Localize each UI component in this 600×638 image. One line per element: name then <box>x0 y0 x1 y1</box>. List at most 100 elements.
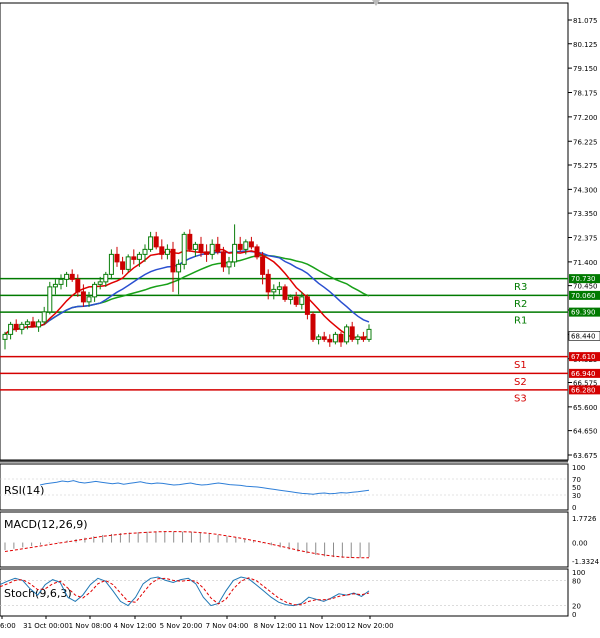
candle-body <box>260 256 266 275</box>
level-tag-value: 66.280 <box>571 386 596 394</box>
stoch-label: Stoch(9,6,3) <box>4 587 72 600</box>
candlesticks <box>2 224 372 350</box>
level-tag-s1 <box>569 352 600 362</box>
candle-body <box>327 338 333 343</box>
candle-body <box>41 311 47 323</box>
candle-body <box>265 273 271 293</box>
candle-body <box>209 243 215 255</box>
candle-body <box>58 278 64 285</box>
price-tick-label: 71.400 <box>573 259 598 267</box>
candle-body <box>103 273 109 283</box>
stoch-tick-label: 100 <box>572 569 585 577</box>
candle-body <box>69 273 75 280</box>
stoch-panel[interactable] <box>0 568 569 617</box>
level-tag-r3 <box>569 274 600 284</box>
time-label: 12 Nov 20:00 <box>346 622 393 630</box>
candle-body <box>204 251 210 255</box>
macd-tick-label: 0.00 <box>572 540 588 548</box>
rsi-tick-label: 50 <box>572 484 581 492</box>
level-tag-value: 70.060 <box>571 292 596 300</box>
candle-body <box>215 243 221 253</box>
level-tag-value: 70.730 <box>571 275 596 283</box>
rsi-tick-label: 100 <box>572 464 585 472</box>
candle-body <box>153 236 159 248</box>
candle-body <box>220 251 226 268</box>
level-tag-r1 <box>569 307 600 317</box>
current-price-value: 68.440 <box>571 332 596 340</box>
candle-body <box>282 286 288 300</box>
candle-body <box>8 323 14 335</box>
candle-body <box>170 248 176 273</box>
candle-body <box>198 243 204 253</box>
price-panel[interactable] <box>0 2 569 461</box>
time-label: 31 Oct 00:00 <box>23 622 69 630</box>
candle-body <box>92 283 98 298</box>
candle-body <box>136 253 142 260</box>
level-label-r1: R1 <box>514 316 527 327</box>
candle-body <box>248 241 254 248</box>
candle-body <box>288 296 294 300</box>
candle-body <box>120 261 126 270</box>
price-tick-label: 72.375 <box>573 235 598 243</box>
candle-body <box>142 248 148 255</box>
macd-tick-label: 1.7726 <box>572 515 597 523</box>
candle-body <box>271 288 277 293</box>
time-label: 7 Nov 04:00 <box>206 622 249 630</box>
scroll-marker-icon[interactable] <box>372 0 380 6</box>
price-tick-label: 76.225 <box>573 138 598 146</box>
rsi-panel[interactable] <box>0 463 569 511</box>
macd-panel[interactable] <box>0 511 569 568</box>
candle-body <box>321 336 327 340</box>
price-tick-label: 64.650 <box>573 428 598 436</box>
time-label: 11 Nov 12:00 <box>298 622 345 630</box>
level-label-s2: S2 <box>514 377 527 388</box>
candle-body <box>159 246 165 255</box>
candle-body <box>86 296 92 303</box>
current-price-marker: 68.440 <box>568 331 600 341</box>
candle-body <box>226 261 232 268</box>
time-axis: 6:00 31 Oct 00:00 1 Nov 08:00 4 Nov 12:00 5 … <box>0 616 394 630</box>
candle-body <box>360 336 366 340</box>
price-tick-label: 81.075 <box>573 17 598 25</box>
candle-body <box>187 233 193 250</box>
current-price-tag <box>568 331 600 341</box>
rsi-tick-label: 0 <box>572 504 576 512</box>
candle-body <box>97 281 103 285</box>
candle-body <box>237 243 243 250</box>
stoch-tick-label: 20 <box>572 603 581 611</box>
candle-body <box>293 296 299 305</box>
stoch-d-line <box>0 577 370 606</box>
macd-indicator: MACD(12,26,9) 1.7726 0.00 -1.3324 <box>4 515 600 566</box>
candle-body <box>232 243 238 263</box>
candle-body <box>80 291 86 303</box>
level-tag-value: 67.610 <box>571 353 596 361</box>
candle-body <box>254 246 260 258</box>
level-label-s1: S1 <box>514 360 527 371</box>
candle-body <box>30 321 36 328</box>
price-tick-label: 65.600 <box>573 404 598 412</box>
level-label-s3: S3 <box>514 393 527 404</box>
candle-body <box>52 283 58 288</box>
candle-body <box>13 323 19 330</box>
time-label: 6:00 <box>0 622 16 630</box>
ma-slow-line <box>4 250 370 335</box>
rsi-tick-label: 30 <box>572 492 581 500</box>
candle-body <box>176 263 182 273</box>
candle-body <box>164 248 170 255</box>
macd-tick-label: -1.3324 <box>572 558 600 566</box>
stoch-tick-label: 0 <box>572 611 576 619</box>
level-tag-s3 <box>569 385 600 395</box>
candle-body <box>47 286 53 313</box>
price-tick-label: 80.125 <box>573 41 598 49</box>
candle-body <box>338 333 344 343</box>
price-tick-label: 73.350 <box>573 210 598 218</box>
price-tick-label: 70.450 <box>573 283 598 291</box>
level-tag-s2 <box>569 368 600 378</box>
rsi-label: RSI(14) <box>4 484 44 497</box>
candle-body <box>192 243 198 250</box>
candle-body <box>316 336 322 340</box>
candle-body <box>181 233 187 265</box>
macd-signal-line <box>4 531 369 559</box>
